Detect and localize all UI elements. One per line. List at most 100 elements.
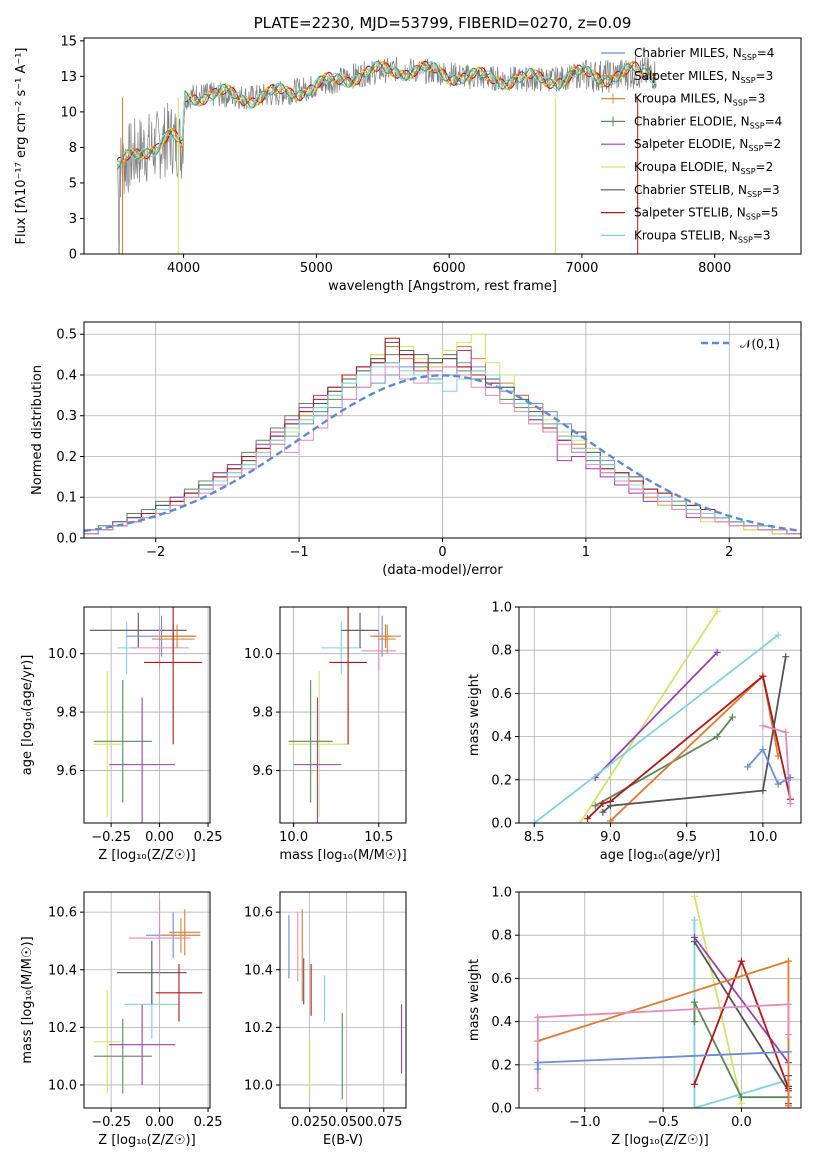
legend-value: =3 [756, 69, 774, 83]
series-marker [690, 892, 698, 900]
x-tick-label: 5000 [300, 261, 333, 276]
x-tick-label: 0.075 [365, 1115, 402, 1130]
y-tick-label: 10.4 [244, 963, 273, 978]
y-tick-label: 0.5 [56, 328, 77, 343]
x-tick-label: 2 [725, 545, 733, 560]
legend-label: Kroupa STELIB, NSSP=3 [634, 228, 771, 244]
panel-weight-z: −1.0 −0.5 0.0 0.0 0.2 0.4 0.6 0.8 1.0 Z [log₁₀(Z/… [467, 886, 802, 1148]
y-tick-label: 13 [60, 70, 77, 85]
y-tick-label: 15 [60, 34, 77, 49]
y-tick-label: 0.8 [491, 929, 512, 944]
series-marker [606, 817, 614, 823]
plot-area [116, 56, 657, 254]
axes-frame [83, 321, 802, 539]
y-tick-label: 9.8 [56, 706, 77, 721]
y-tick-label: 0.6 [491, 972, 512, 987]
chart-title: PLATE=2230, MJD=53799, FIBERID=0270, z=0… [254, 14, 632, 32]
model-spectrum [116, 61, 657, 169]
y-tick-label: 10.0 [48, 647, 77, 662]
legend-subscript: SSP [733, 99, 748, 108]
errorbar-point [93, 671, 121, 818]
series-marker [786, 800, 794, 808]
errorbar-point [93, 989, 121, 1094]
x-tick-label: 9.0 [600, 830, 621, 845]
series-marker [534, 1085, 542, 1093]
series-marker [713, 607, 721, 615]
series-line [746, 747, 791, 786]
series-line [693, 1001, 789, 1099]
series-marker [744, 763, 752, 771]
plot-area [530, 607, 794, 823]
y-axis-label: mass weight [467, 674, 482, 756]
legend-subscript: SSP [748, 144, 763, 153]
legend-value: =4 [757, 46, 775, 60]
x-axis-label: age [log₁₀(age/yr)] [600, 848, 721, 863]
y-tick-label: 0.4 [491, 1015, 512, 1030]
errorbar-point [130, 627, 189, 669]
series-line [609, 674, 780, 822]
x-axis-label: wavelength [Angstrom, rest frame] [328, 279, 557, 294]
errorbar-point [93, 1018, 152, 1094]
axes-frame [83, 606, 211, 824]
series-marker [737, 1100, 745, 1108]
errorbar-point [144, 607, 203, 745]
errorbar-point [320, 621, 362, 675]
axes-frame [83, 37, 802, 255]
legend-subscript: SSP [741, 167, 756, 176]
series-marker [576, 819, 584, 823]
legend-subscript: SSP [741, 76, 756, 85]
legend-value: =3 [748, 92, 766, 106]
series-line [693, 920, 789, 1108]
y-tick-label: 10.0 [244, 647, 273, 662]
series-marker [690, 1080, 698, 1088]
axes-frame [83, 891, 211, 1109]
x-tick-label: 6000 [433, 261, 466, 276]
errorbar-point [109, 697, 176, 823]
legend-label: Salpeter ELODIE, NSSP=2 [634, 137, 781, 153]
legend-value: =4 [765, 114, 783, 128]
series-marker [759, 722, 767, 730]
x-tick-label: 0.00 [145, 830, 174, 845]
x-tick-label: 8000 [698, 261, 731, 276]
y-tick-label: 0.0 [491, 817, 512, 832]
series-line [594, 651, 718, 779]
panel-spectrum: 4000 5000 6000 7000 8000 0 3 5 8 10 13 15 wavelength… [14, 14, 802, 294]
spectrum-data [116, 56, 657, 254]
y-axis-label: mass [log₁₀(M/M☉)] [20, 936, 35, 1063]
y-tick-label: 0.2 [56, 450, 77, 465]
y-tick-label: 10.0 [244, 1078, 273, 1093]
series-marker [591, 802, 599, 810]
y-tick-label: 0.2 [491, 773, 512, 788]
x-tick-label: −2 [146, 545, 165, 560]
x-tick-label: 4000 [167, 261, 200, 276]
series-line [594, 716, 734, 807]
y-tick-label: 0.4 [491, 730, 512, 745]
x-tick-label: 0.0 [731, 1115, 752, 1130]
legend-label: Salpeter MILES, NSSP=3 [634, 69, 773, 85]
series-marker [759, 746, 767, 754]
y-axis-label: age [log₁₀(age/yr)] [20, 655, 35, 776]
series-line [533, 634, 779, 823]
y-tick-label: 9.8 [252, 706, 273, 721]
y-tick-label: 9.6 [56, 764, 77, 779]
plot-area [534, 892, 792, 1108]
series-line [579, 610, 718, 823]
y-tick-label: 10.0 [48, 1078, 77, 1093]
series-marker [584, 815, 592, 823]
legend-value: =2 [763, 137, 781, 151]
x-tick-label: 0.00 [145, 1115, 174, 1130]
x-tick-label: −1 [290, 545, 309, 560]
histogram-series [84, 366, 801, 538]
errorbar-point [93, 679, 152, 803]
y-tick-label: 0.6 [491, 687, 512, 702]
errorbar-point [128, 900, 191, 976]
errorbar-point [370, 624, 401, 648]
legend-subscript: SSP [746, 213, 761, 222]
errorbar-point [89, 612, 187, 648]
x-axis-label: Z [log₁₀(Z/Z☉)] [98, 1133, 195, 1148]
x-tick-label: 10.0 [279, 830, 308, 845]
legend-label: Chabrier ELODIE, NSSP=4 [634, 114, 782, 130]
series-marker [534, 1065, 542, 1073]
legend-value: =3 [753, 228, 771, 242]
errorbar-point [329, 607, 367, 745]
